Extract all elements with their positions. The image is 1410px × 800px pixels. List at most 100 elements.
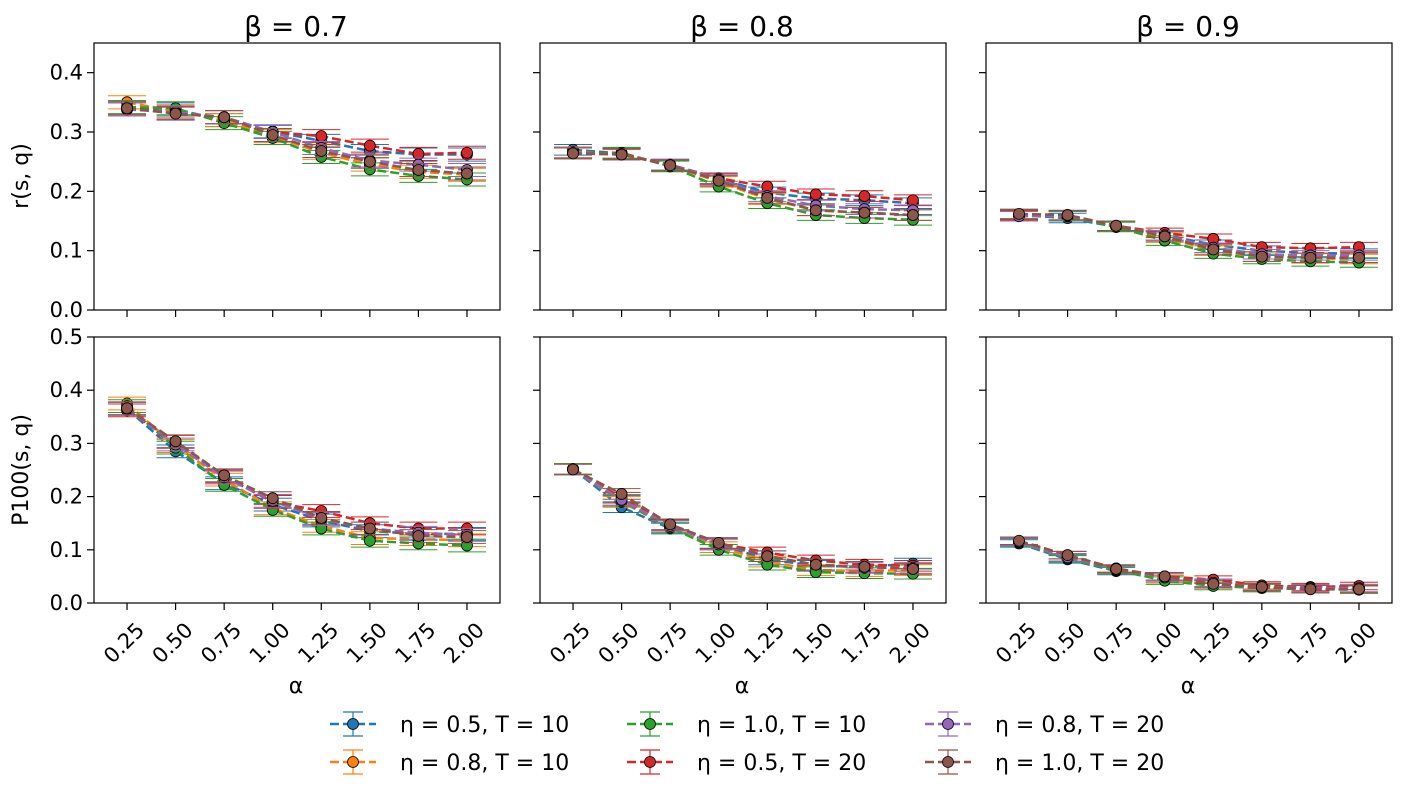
series-line-r2c2-2: [572, 467, 914, 573]
series-line-r1c2-6: [572, 152, 914, 217]
x-tick-label-r2c3-3: 1.00: [1137, 618, 1187, 668]
point-r1c3-6-4: [1207, 243, 1220, 256]
x-tick-label-r2c1-1: 0.50: [148, 618, 198, 668]
plot-area-r1c2: [554, 143, 932, 226]
series-line-r1c1-3: [126, 105, 468, 181]
series-line-r1c3-6: [1018, 212, 1359, 260]
point-r1c1-6-2: [218, 111, 231, 124]
legend-marker-3: [627, 711, 673, 737]
series-r2c2-5: [554, 463, 932, 574]
panel-title-col1: β = 0.7: [244, 10, 348, 43]
x-tick-label-r2c2-3: 1.00: [691, 618, 741, 668]
legend-marker-4: [627, 749, 673, 775]
point-r2c2-6-2: [664, 518, 677, 531]
panel-frame-r2c1: [93, 336, 501, 604]
series-line-r2c2-6: [572, 468, 914, 571]
point-r1c1-4-5: [363, 139, 376, 152]
x-tick-label-r2c2-5: 1.50: [788, 618, 838, 668]
series-r1c3-6: [1000, 207, 1378, 264]
point-r1c2-6-7: [907, 209, 919, 221]
point-r1c2-6-1: [615, 148, 628, 161]
point-r1c2-6-0: [567, 147, 579, 160]
point-r1c1-6-0: [121, 102, 133, 115]
legend-point-4: [644, 756, 656, 768]
y-tick-label-r1c1-1: 0.1: [50, 239, 83, 263]
series-r1c1-1: [108, 102, 486, 162]
point-r1c3-6-6: [1304, 251, 1317, 264]
point-r2c1-3-5: [363, 534, 376, 547]
legend-label-4: η = 0.5, T = 20: [697, 751, 866, 776]
panel-title-col2: β = 0.8: [690, 10, 794, 43]
point-r2c2-6-4: [761, 550, 774, 563]
point-r2c2-6-7: [907, 563, 919, 575]
series-r2c2-6: [554, 463, 932, 575]
series-r2c2-1: [554, 463, 932, 573]
x-tick-label-r2c3-4: 1.25: [1185, 618, 1235, 668]
panel-r1c1: 0.0 0.1 0.2 0.3 0.4: [50, 42, 501, 322]
point-r1c1-4-7: [461, 146, 473, 159]
legend-point-5: [942, 718, 954, 730]
panel-r1c2: [533, 42, 947, 317]
point-r1c3-6-1: [1061, 209, 1074, 221]
point-r1c1-6-7: [461, 167, 473, 180]
series-line-r2c2-1: [572, 467, 914, 569]
y-tick-label-r1c1-0: 0.0: [50, 298, 83, 322]
x-tick-label-r2c3-2: 0.75: [1088, 618, 1138, 668]
legend-marker-5: [925, 711, 971, 737]
x-tick-label-r2c3-6: 1.75: [1282, 618, 1332, 668]
y-tick-label-r2c1-0: 0.0: [50, 591, 83, 615]
plot-area-r2c1: [108, 396, 486, 553]
panel-frame-r2c3: [985, 336, 1393, 604]
point-r2c2-6-1: [615, 488, 628, 500]
x-tick-label-r2c1-3: 1.00: [245, 618, 295, 668]
y-tick-label-r2c1-3: 0.3: [50, 431, 83, 455]
series-r1c2-1: [554, 143, 932, 210]
series-r2c1-6: [108, 401, 486, 544]
series-r2c3-6: [1000, 534, 1378, 596]
series-line-r2c1-2: [126, 402, 468, 542]
legend-marker-6: [925, 749, 971, 775]
point-r2c2-6-6: [858, 560, 871, 573]
panel-frame-r1c2: [539, 42, 947, 311]
x-tick-label-r2c3-5: 1.50: [1234, 618, 1284, 668]
point-r1c2-6-3: [712, 174, 725, 187]
legend: η = 0.5, T = 10 η = 0.8, T = 10 η = 1.0,…: [330, 711, 1164, 776]
x-tick-label-r2c2-2: 0.75: [642, 618, 692, 668]
point-r2c1-6-1: [169, 435, 182, 448]
x-axis-label-col3: α: [1181, 674, 1196, 699]
x-axis-label-col2: α: [735, 674, 750, 699]
panel-titles: β = 0.7 β = 0.8 β = 0.9: [244, 10, 1240, 43]
point-r1c1-6-5: [363, 155, 376, 168]
series-line-r2c2-4: [572, 468, 914, 568]
series-line-r2c2-3: [572, 467, 913, 575]
x-tick-label-r2c2-0: 0.25: [545, 618, 595, 668]
x-axis-label-col1: α: [289, 674, 304, 699]
series-line-r1c1-6: [126, 107, 468, 175]
point-r2c2-6-3: [712, 536, 725, 549]
point-r2c1-6-3: [266, 492, 279, 505]
series-r2c1-2: [108, 396, 486, 548]
x-tick-label-r2c3-0: 0.25: [991, 618, 1041, 668]
panel-r2c1: 0.00.10.20.30.40.50.250.500.751.001.251.…: [50, 325, 501, 668]
x-tick-label-r2c2-6: 1.75: [836, 618, 886, 668]
point-r2c3-6-2: [1110, 563, 1123, 575]
x-tick-label-r2c3-1: 0.50: [1040, 618, 1090, 668]
point-r2c3-6-1: [1061, 549, 1074, 562]
y-tick-label-r2c1-1: 0.1: [50, 538, 83, 562]
legend-entry-1: η = 0.5, T = 10: [330, 711, 569, 738]
legend-entry-3: η = 1.0, T = 10: [627, 711, 866, 738]
point-r2c3-6-6: [1304, 583, 1317, 596]
point-r1c2-6-5: [809, 204, 822, 217]
series-line-r2c1-6: [126, 407, 468, 539]
point-r1c3-6-2: [1110, 219, 1123, 232]
series-line-r2c3-6: [1018, 539, 1359, 591]
point-r2c1-6-0: [121, 402, 133, 415]
point-r2c1-6-6: [412, 530, 425, 542]
legend-entry-4: η = 0.5, T = 20: [627, 749, 866, 776]
legend-label-2: η = 0.8, T = 10: [400, 751, 569, 776]
plot-area-r1c3: [1000, 207, 1378, 269]
panel-frame-r1c3: [985, 42, 1393, 311]
x-tick-label-r2c2-4: 1.25: [739, 618, 789, 668]
series-r2c1-5: [108, 401, 486, 542]
y-tick-label-r1c1-4: 0.4: [50, 61, 83, 85]
